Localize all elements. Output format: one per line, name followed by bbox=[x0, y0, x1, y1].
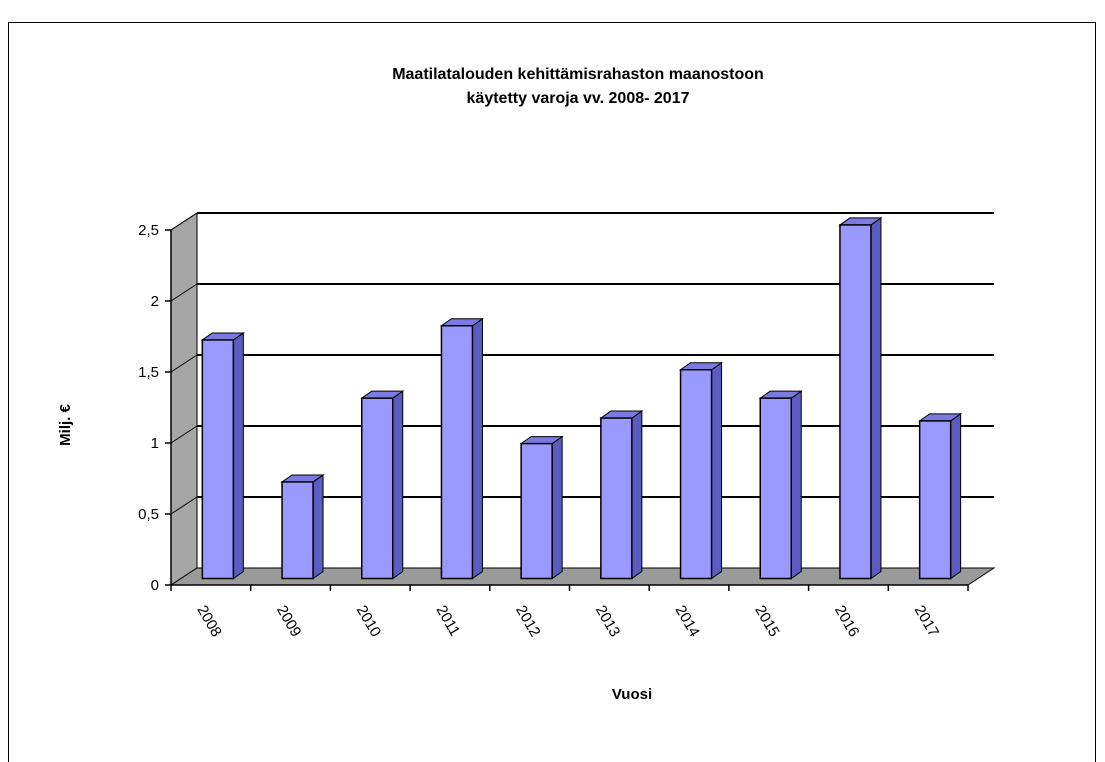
x-tick-label: 2011 bbox=[432, 603, 463, 639]
x-tick-label: 2008 bbox=[193, 603, 224, 640]
bar-side bbox=[950, 412, 962, 580]
gridline-depth bbox=[170, 283, 198, 302]
bar-front bbox=[600, 417, 633, 580]
x-tick-label: 2017 bbox=[911, 603, 942, 640]
x-tick-label: 2012 bbox=[512, 603, 543, 640]
bar-front bbox=[361, 397, 394, 580]
x-tick-label: 2014 bbox=[672, 603, 703, 640]
bar bbox=[599, 410, 644, 580]
y-tick-label: 1,5 bbox=[138, 364, 159, 381]
x-tick-label: 2016 bbox=[831, 603, 862, 640]
bars bbox=[200, 216, 963, 580]
y-tick-label: 0,5 bbox=[138, 506, 159, 523]
bar-front bbox=[679, 369, 713, 580]
bar-side bbox=[232, 331, 244, 580]
y-tick-label: 2,5 bbox=[138, 222, 159, 239]
x-tick-label: 2015 bbox=[751, 603, 782, 640]
bar-side bbox=[870, 216, 882, 580]
bar-side bbox=[471, 317, 483, 580]
bar bbox=[758, 390, 803, 580]
y-tick-label: 0 bbox=[151, 577, 159, 594]
bar-front bbox=[520, 442, 553, 580]
chart-title: Maatilatalouden kehittämisrahaston maano… bbox=[392, 66, 764, 83]
chart-frame bbox=[8, 22, 1096, 762]
bar bbox=[519, 435, 564, 580]
x-tick-label: 2009 bbox=[273, 603, 304, 640]
bar-side bbox=[551, 435, 563, 580]
gridline-depth bbox=[170, 354, 198, 373]
bar-side bbox=[790, 390, 802, 580]
y-tick-label: 1 bbox=[151, 435, 159, 452]
y-tick-label: 2 bbox=[151, 293, 159, 310]
x-axis: 2008 2009 2010 2011 2012 2013 2014 2015 2016 2017 bbox=[170, 584, 969, 640]
bar bbox=[280, 473, 325, 580]
bar-side bbox=[631, 410, 643, 580]
bar bbox=[360, 390, 405, 580]
bar-front bbox=[201, 339, 235, 580]
bar-front bbox=[839, 224, 872, 580]
bar bbox=[678, 361, 724, 580]
bar-side bbox=[711, 361, 723, 580]
bar-front bbox=[281, 481, 314, 580]
bar bbox=[200, 331, 245, 580]
x-axis-title: Vuosi bbox=[612, 686, 652, 703]
bar-side bbox=[312, 473, 324, 580]
bar-chart: 0 0,5 1 1,5 2 2,5 2008 2009 2010 2011 2012 2013 201… bbox=[57, 66, 996, 703]
x-tick-label: 2013 bbox=[592, 603, 623, 640]
bar bbox=[838, 216, 883, 580]
gridline-depth bbox=[170, 212, 198, 231]
bar-front bbox=[440, 324, 474, 580]
x-tick-label: 2010 bbox=[353, 603, 384, 640]
y-axis-title: Milj. € bbox=[57, 404, 74, 446]
bar-side bbox=[392, 390, 404, 580]
side-wall bbox=[170, 212, 198, 586]
bar-front bbox=[918, 420, 952, 580]
bar-front bbox=[759, 397, 792, 580]
bar bbox=[439, 317, 485, 580]
bar bbox=[918, 412, 963, 580]
gridline-depth bbox=[170, 425, 198, 444]
y-axis: 0 0,5 1 1,5 2 2,5 bbox=[138, 222, 172, 594]
chart-subtitle: käytetty varoja vv. 2008- 2017 bbox=[467, 90, 690, 107]
gridline-depth bbox=[170, 496, 198, 515]
